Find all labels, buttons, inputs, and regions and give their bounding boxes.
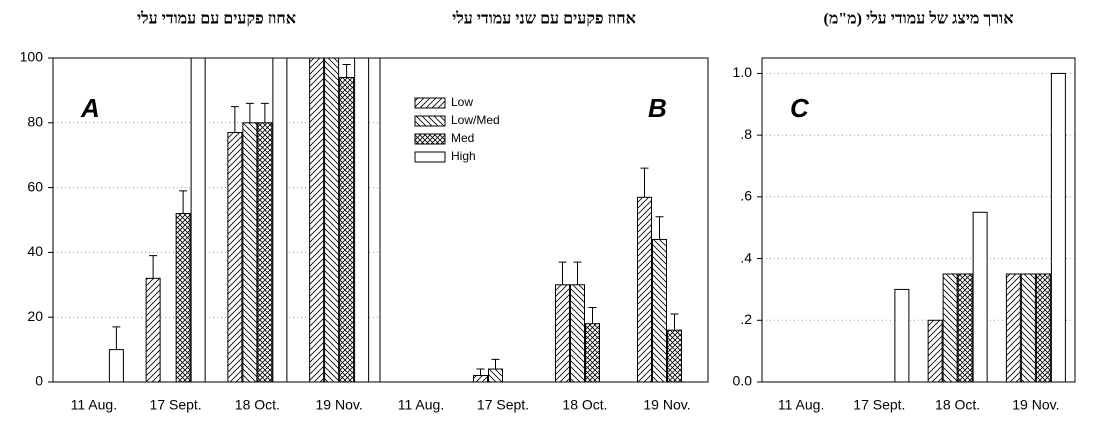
bar — [667, 329, 682, 383]
bar — [1050, 72, 1066, 383]
y-tick-label: .8 — [740, 126, 752, 142]
bar — [309, 57, 325, 383]
bar — [555, 284, 570, 383]
x-tick-label: 17 Sept. — [150, 397, 202, 413]
legend-swatch — [414, 151, 446, 163]
legend-label: Low/Med — [451, 113, 500, 127]
error-bar — [342, 63, 351, 78]
panel-title: אחוז פקעים עם עמודי עלי — [137, 10, 296, 28]
bar — [473, 375, 488, 383]
error-bar — [149, 255, 158, 279]
error-bar — [476, 368, 485, 376]
y-tick-label: 0.0 — [733, 373, 753, 389]
bar — [957, 273, 973, 383]
bar — [942, 273, 958, 383]
bar — [227, 132, 243, 383]
bar — [1035, 273, 1051, 383]
legend-swatch — [414, 133, 446, 145]
error-bar — [670, 313, 679, 331]
y-tick-label: 80 — [27, 114, 43, 130]
y-tick-label: 20 — [27, 308, 43, 324]
legend-swatch — [414, 97, 446, 109]
y-tick-label: 60 — [27, 178, 43, 194]
legend-label: Low — [451, 95, 473, 109]
x-tick-label: 17 Sept. — [477, 397, 529, 413]
error-bar — [491, 358, 500, 370]
bar — [637, 196, 652, 383]
bar — [257, 122, 273, 383]
bar — [927, 319, 943, 383]
panel-title: אורך מיצג של עמודי עלי (מ"מ) — [823, 10, 1013, 28]
bar — [488, 368, 503, 383]
panel-label: A — [80, 93, 100, 123]
x-tick-label: 17 Sept. — [853, 397, 905, 413]
bar — [585, 323, 600, 383]
bar — [324, 57, 340, 383]
y-tick-label: 1.0 — [733, 64, 753, 80]
y-tick-label: 0 — [35, 373, 43, 389]
error-bar — [640, 167, 649, 198]
bar — [652, 238, 667, 383]
bar — [145, 277, 161, 383]
bar — [272, 57, 288, 383]
x-tick-label: 19 Nov. — [1012, 397, 1059, 413]
x-tick-label: 11 Aug. — [398, 397, 444, 413]
x-tick-label: 18 Oct. — [235, 397, 280, 413]
bar — [175, 213, 191, 383]
bar — [108, 349, 124, 383]
legend-label: High — [451, 149, 476, 163]
error-bar — [112, 326, 121, 350]
bar — [570, 284, 585, 383]
y-tick-label: 40 — [27, 243, 43, 259]
plot-frame — [761, 57, 1076, 383]
error-bar — [260, 102, 269, 123]
error-bar — [179, 190, 188, 214]
bar — [354, 57, 370, 383]
error-bar — [245, 102, 254, 123]
error-bar — [558, 261, 567, 285]
plot-frame — [379, 57, 709, 383]
error-bar — [588, 306, 597, 324]
bar — [242, 122, 258, 383]
x-tick-label: 18 Oct. — [935, 397, 980, 413]
x-tick-label: 19 Nov. — [316, 397, 363, 413]
y-tick-label: .2 — [740, 311, 752, 327]
legend-swatch — [414, 115, 446, 127]
y-tick-label: .4 — [740, 249, 752, 265]
legend-label: Med — [451, 131, 474, 145]
y-tick-label: 100 — [20, 49, 44, 65]
x-tick-label: 19 Nov. — [643, 397, 690, 413]
panel-title: אחוז פקעים עם שני עמודי עלי — [452, 10, 636, 28]
error-bar — [230, 106, 239, 133]
x-tick-label: 18 Oct. — [562, 397, 607, 413]
y-tick-label: .6 — [740, 188, 752, 204]
error-bar — [655, 216, 664, 240]
error-bar — [573, 261, 582, 285]
bar — [972, 211, 988, 383]
panel-label: C — [790, 93, 810, 123]
panel-label: B — [648, 93, 667, 123]
bar — [339, 76, 355, 383]
bar — [190, 57, 206, 383]
x-tick-label: 11 Aug. — [71, 397, 117, 413]
bar — [1005, 273, 1021, 383]
x-tick-label: 11 Aug. — [778, 397, 824, 413]
bar — [1020, 273, 1036, 383]
bar — [894, 288, 910, 383]
